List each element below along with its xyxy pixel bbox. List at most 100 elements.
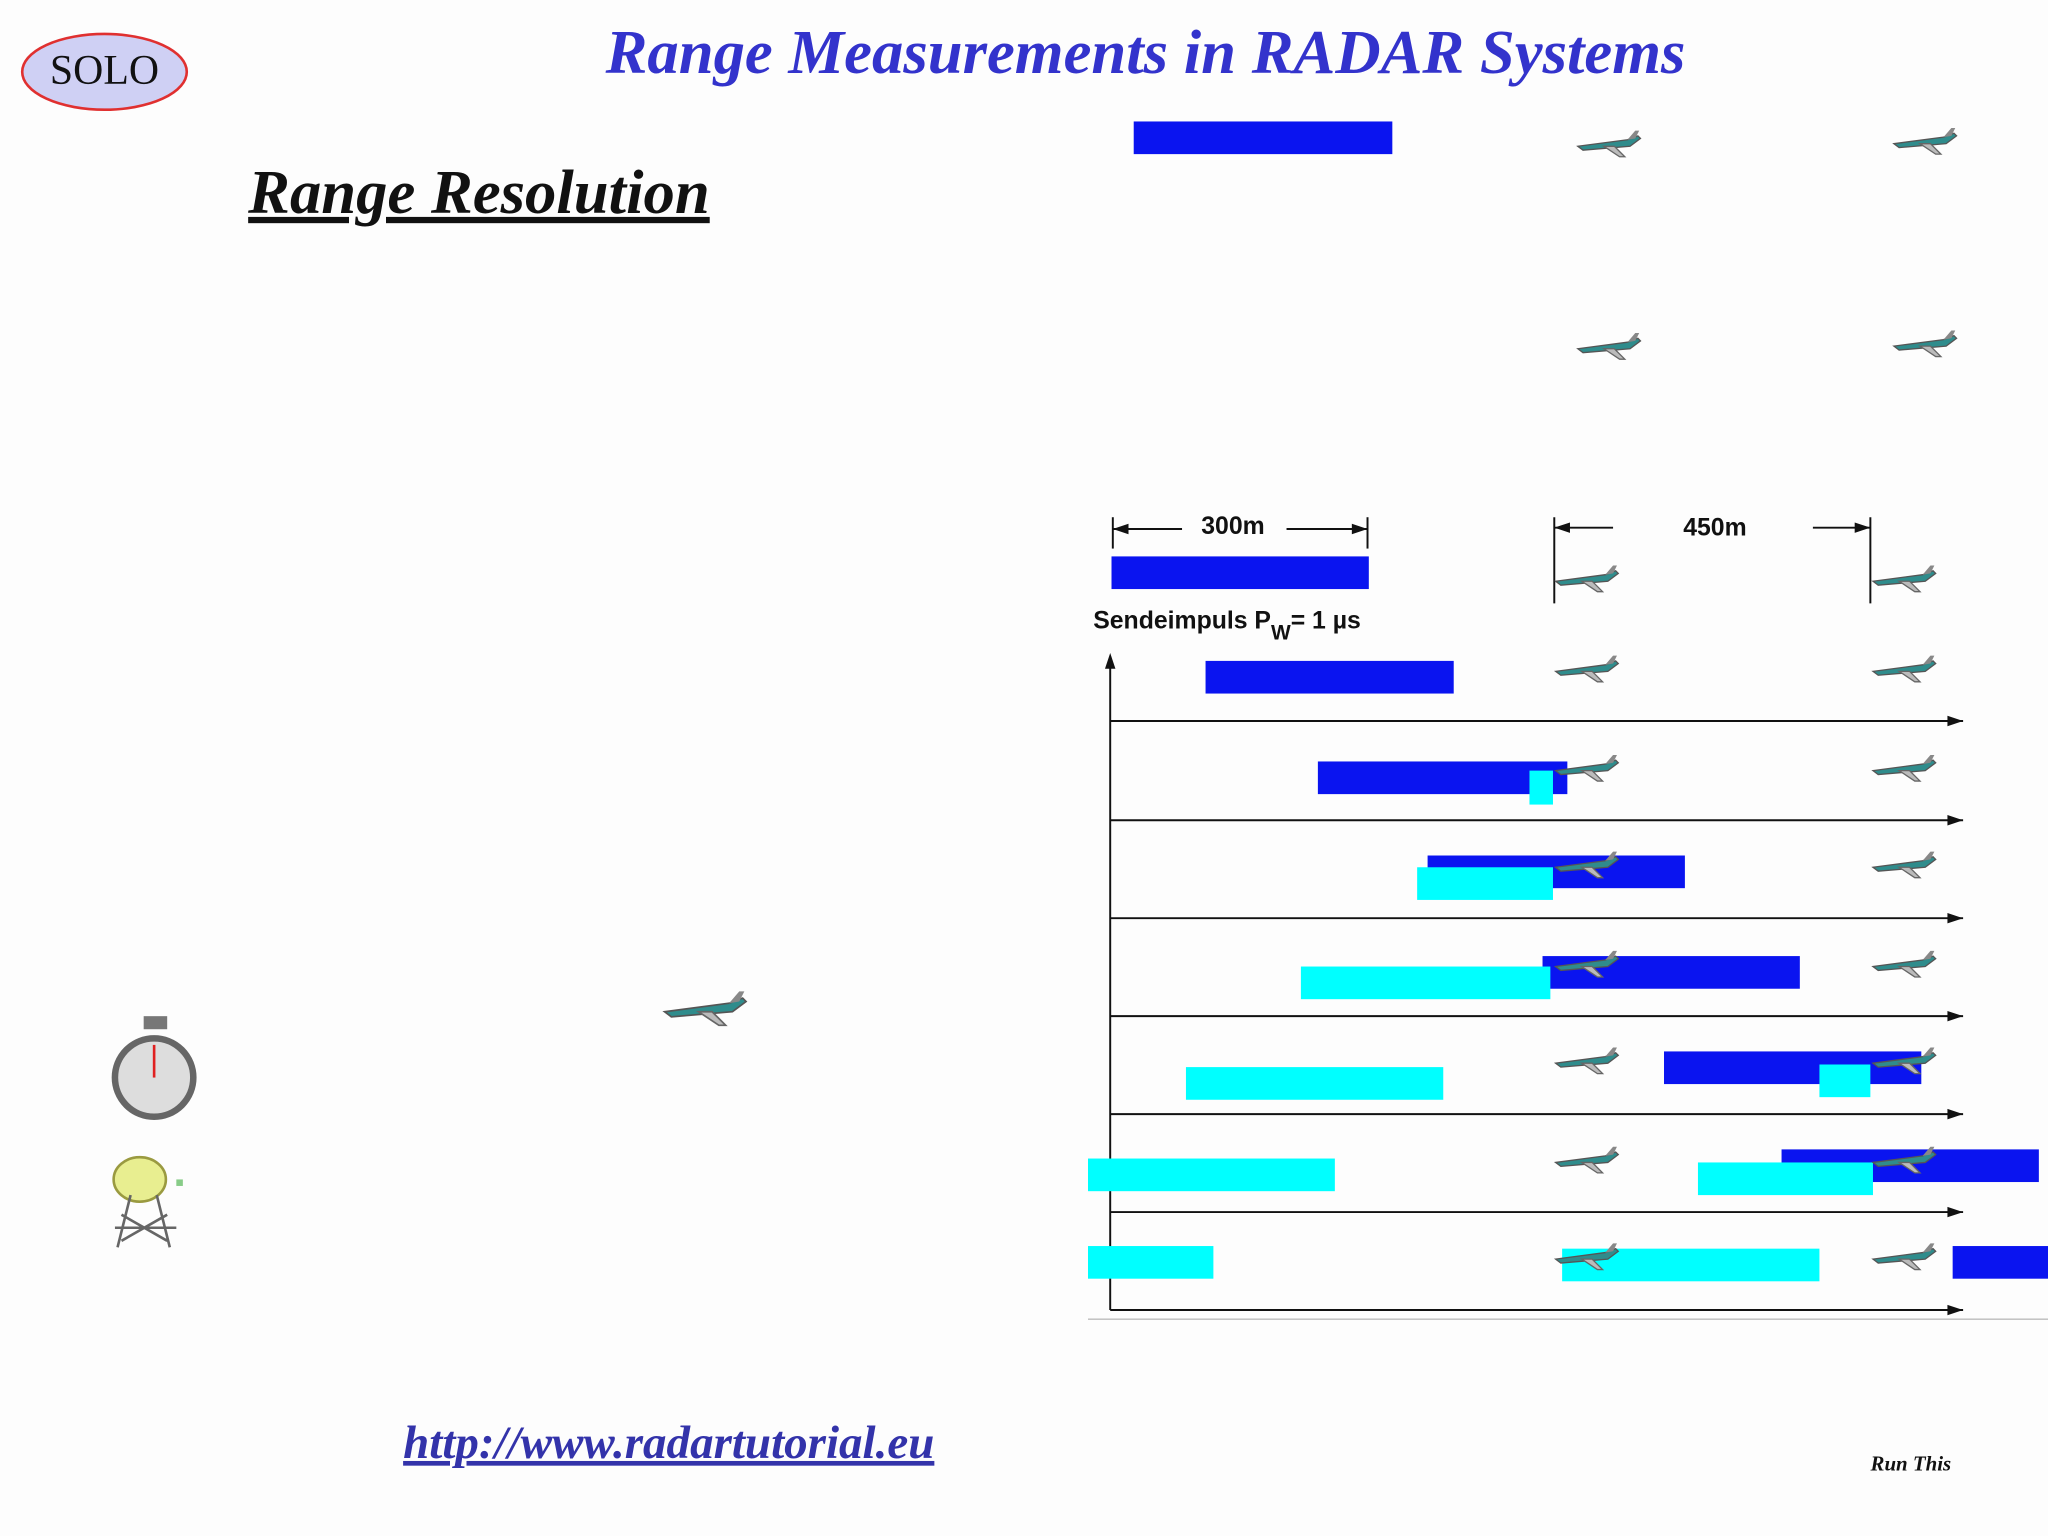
airplane-icon xyxy=(1576,333,1642,360)
airplane-icon xyxy=(1553,1146,1620,1174)
pulse-label: Sendeimpuls PW= 1 µs xyxy=(1093,607,1361,644)
airplane-tail xyxy=(1605,1146,1617,1156)
airplane-tail xyxy=(1922,851,1935,861)
airplane-icon xyxy=(1871,565,1937,593)
echo-pulse xyxy=(1697,1162,1873,1196)
logo-badge xyxy=(20,32,189,112)
airplane-tail xyxy=(1627,130,1640,140)
radar-icon xyxy=(112,1155,183,1248)
airplane-wing xyxy=(1917,143,1943,155)
airplane-tail xyxy=(1922,950,1935,960)
section-title: Range Resolution xyxy=(247,157,710,227)
radar-dish xyxy=(112,1155,168,1203)
run-button[interactable]: Run This xyxy=(1870,1451,1952,1475)
airplane-wing xyxy=(1579,866,1605,879)
airplane-wing xyxy=(1896,866,1922,879)
airplane-icon xyxy=(1871,1146,1937,1174)
airplane-tail xyxy=(1605,950,1617,960)
url-link[interactable]: http://www.radartutorial.eu xyxy=(403,1417,934,1469)
airplane-wing xyxy=(1579,670,1605,683)
airplane-icon xyxy=(1892,128,1958,155)
arrowhead xyxy=(1947,1010,1964,1022)
slide-title: Range Measurements in RADAR Systems xyxy=(605,17,1686,87)
airplane-icon xyxy=(1871,851,1937,879)
arrowhead xyxy=(1947,1108,1964,1120)
logo: SOLO xyxy=(50,48,159,94)
echo-pulse xyxy=(1819,1064,1871,1098)
url[interactable]: http://www.radartutorial.eu xyxy=(403,1417,934,1469)
dimension-label: 300m xyxy=(1201,513,1264,540)
airplane-wing xyxy=(695,1010,728,1027)
airplane-wing xyxy=(1579,580,1605,593)
airplane-wing xyxy=(1579,1258,1605,1271)
arrowhead xyxy=(1854,522,1871,533)
airplane-wing xyxy=(1579,1062,1605,1075)
airplane-icon xyxy=(1871,1243,1937,1271)
airplane-wing xyxy=(1896,670,1922,683)
arrowhead xyxy=(1112,523,1129,535)
airplane-tail xyxy=(1943,128,1956,138)
echo-pulse xyxy=(1185,1067,1444,1100)
airplane-body xyxy=(1576,135,1642,151)
arrowhead xyxy=(1947,1206,1964,1218)
pulse-label-suffix: = 1 µs xyxy=(1291,607,1361,634)
arrowhead xyxy=(1947,715,1964,727)
airplane-tail xyxy=(1922,1047,1935,1057)
airplane-icon xyxy=(1553,1243,1620,1271)
airplane-wing xyxy=(1896,1161,1922,1174)
airplane-icon xyxy=(1553,754,1620,782)
echo-pulse xyxy=(1088,1246,1214,1279)
airplane-tail xyxy=(1627,333,1640,343)
airplane-wing xyxy=(1579,965,1605,978)
airplane-tail xyxy=(1922,1146,1935,1156)
airplane-icon xyxy=(1553,950,1620,978)
airplane-icon xyxy=(662,991,748,1027)
dimension-label: 450m xyxy=(1683,515,1746,542)
airplane-body xyxy=(662,997,748,1018)
airplane-wing xyxy=(1896,1258,1922,1271)
transmit-pulse xyxy=(1317,761,1568,795)
airplane-wing xyxy=(1579,1161,1605,1174)
arrowhead xyxy=(1947,815,1964,826)
transmit-pulse xyxy=(1664,1051,1922,1085)
airplane-icon xyxy=(1576,130,1642,158)
airplane-icon xyxy=(1871,950,1937,978)
airplane-tail xyxy=(1922,565,1935,575)
transmit-pulse xyxy=(1952,1246,2048,1279)
airplane-tail xyxy=(729,991,745,1004)
pulse-bar xyxy=(1111,556,1369,590)
arrowhead xyxy=(1554,522,1570,533)
airplane-icon xyxy=(1553,655,1620,683)
transmit-pulse xyxy=(1205,660,1454,694)
airplane-tail xyxy=(1943,330,1956,340)
arrowhead xyxy=(1947,1304,1964,1316)
airplane-tail xyxy=(1922,754,1935,765)
airplane-tail xyxy=(1605,851,1617,861)
pulse-label-text: Sendeimpuls P xyxy=(1093,607,1271,634)
airplane-icon xyxy=(1871,655,1937,683)
arrowhead xyxy=(1104,653,1116,669)
airplane-tail xyxy=(1605,655,1617,665)
airplane-tail xyxy=(1605,1047,1617,1057)
airplane-tail xyxy=(1605,1243,1617,1253)
airplane-wing xyxy=(1601,348,1627,360)
echo-pulse xyxy=(1529,770,1553,805)
transmit-pulse xyxy=(1542,956,1800,989)
airplane-icon xyxy=(1892,330,1958,358)
pulse-label-subscript: W xyxy=(1271,621,1291,644)
radar-blip xyxy=(176,1179,183,1186)
airplane-wing xyxy=(1579,769,1605,782)
airplane-icon xyxy=(1871,754,1937,782)
airplane-icon xyxy=(1553,851,1620,879)
pulse-bar xyxy=(1133,121,1393,155)
airplane-tail xyxy=(1605,754,1617,765)
echo-pulse xyxy=(1300,966,1551,1000)
arrowhead xyxy=(1351,523,1368,535)
airplane-body xyxy=(1871,570,1937,586)
stopwatch-crown xyxy=(143,1016,168,1030)
airplane-icon xyxy=(1553,565,1620,593)
radar-tower xyxy=(114,1194,177,1248)
